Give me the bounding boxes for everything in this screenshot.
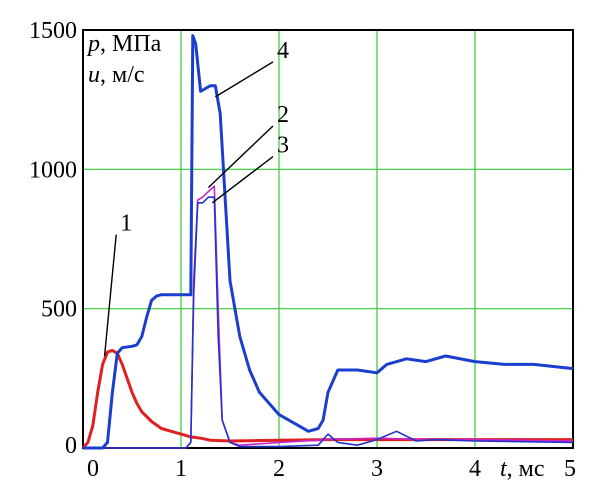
x-tick-label: 1	[175, 456, 187, 481]
curve-label-2: 2	[277, 102, 289, 128]
x-tick-label: 0	[87, 456, 99, 481]
annotation-leader-3	[211, 156, 274, 204]
series-line-2	[83, 185, 574, 449]
annotation-leader-2	[207, 125, 274, 188]
y-axis-label-pressure-unit: , МПа	[100, 31, 162, 57]
y-axis-label-pressure-var: p	[86, 31, 100, 57]
x-tick-label: 4	[469, 456, 481, 481]
y-axis-label-velocity: u, м/с	[88, 62, 145, 88]
curve-label-3: 3	[277, 133, 289, 159]
annotation-leader-4	[214, 61, 274, 98]
x-tick-label: 5	[564, 456, 576, 481]
y-axis-label-pressure: p, МПа	[86, 31, 162, 57]
series-line-3	[83, 196, 574, 449]
series-line-1	[81, 349, 573, 449]
tick-labels: 0 1 2 3 4 5 0 500 1000 1500	[29, 18, 576, 481]
curve-label-4: 4	[277, 38, 289, 64]
x-axis-label-unit: , мс	[507, 456, 545, 481]
x-axis-label-var: t	[500, 456, 508, 481]
y-tick-label: 1000	[29, 157, 77, 183]
curve-label-1: 1	[120, 211, 132, 237]
y-axis-label-velocity-var: u	[88, 62, 100, 88]
series-line-4	[83, 34, 574, 450]
series-group	[81, 34, 574, 450]
grid	[83, 30, 573, 448]
x-tick-label: 3	[371, 456, 383, 481]
x-axis-label: t, мс	[500, 456, 545, 481]
y-axis-label-velocity-unit: , м/с	[100, 62, 145, 88]
plot-frame	[82, 29, 574, 449]
x-tick-label: 2	[273, 456, 285, 481]
y-tick-label: 0	[65, 433, 77, 459]
y-tick-label: 500	[41, 297, 77, 323]
annotation-leader-1	[103, 234, 117, 357]
y-tick-label: 1500	[29, 18, 77, 44]
annotations: 1 2 3 4	[103, 38, 289, 357]
